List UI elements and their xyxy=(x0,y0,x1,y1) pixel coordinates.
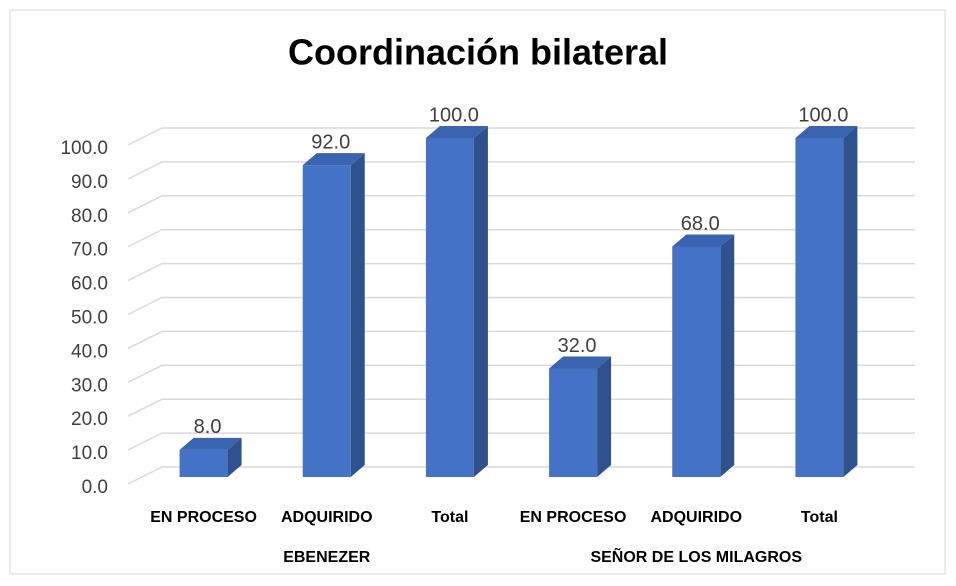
y-tick-label: 20.0 xyxy=(71,409,108,430)
y-tick-label: 50.0 xyxy=(71,308,108,329)
y-tick-label: 60.0 xyxy=(71,274,108,295)
bar-side xyxy=(843,126,858,477)
grid-line xyxy=(127,262,915,282)
value-label: 100.0 xyxy=(798,104,848,126)
y-tick-label: 40.0 xyxy=(71,341,108,362)
bar xyxy=(795,138,844,477)
grid-line xyxy=(127,398,915,417)
bar-side xyxy=(227,437,242,477)
value-label: 68.0 xyxy=(681,213,720,235)
x-tick-label: Total xyxy=(431,509,468,526)
bar xyxy=(549,368,598,477)
grid-line xyxy=(127,364,915,383)
bar-top xyxy=(179,437,242,450)
grid-line xyxy=(127,127,915,146)
bar xyxy=(179,449,228,477)
value-label: 32.0 xyxy=(558,335,597,357)
chart-title: Coordinación bilateral xyxy=(288,32,668,73)
grid-line xyxy=(127,228,915,248)
bar xyxy=(302,165,351,477)
x-tick-label: EN PROCESO xyxy=(150,509,257,526)
x-tick-label: ADQUIRIDO xyxy=(281,509,373,526)
grid-line xyxy=(127,296,915,316)
bar xyxy=(425,138,474,477)
y-tick-label: 10.0 xyxy=(71,443,108,464)
grid-line xyxy=(127,161,915,180)
bar-top xyxy=(425,126,488,138)
y-tick-label: 0.0 xyxy=(82,477,108,498)
y-tick-label: 90.0 xyxy=(71,172,108,193)
grid-line xyxy=(127,330,915,350)
grid-line xyxy=(127,432,915,451)
y-tick-label: 70.0 xyxy=(71,240,108,261)
y-tick-label: 80.0 xyxy=(71,206,108,227)
bar xyxy=(672,246,721,477)
value-label: 100.0 xyxy=(429,104,479,126)
y-tick-label: 100.0 xyxy=(60,138,108,159)
bar-side xyxy=(350,153,365,477)
bar-top xyxy=(549,356,612,369)
bar-top xyxy=(302,153,365,166)
x-tick-label: EN PROCESO xyxy=(520,509,627,526)
value-label: 8.0 xyxy=(194,416,222,438)
bar-side xyxy=(597,356,612,477)
bar-side xyxy=(473,126,488,477)
bar-top xyxy=(672,234,735,247)
bar-top xyxy=(795,126,858,138)
bar-side xyxy=(720,234,735,477)
group-label: SEÑOR DE LOS MILAGROS xyxy=(590,546,802,566)
x-tick-label: Total xyxy=(801,509,838,526)
y-tick-label: 30.0 xyxy=(71,375,108,396)
group-label: EBENEZER xyxy=(283,549,371,566)
x-tick-label: ADQUIRIDO xyxy=(650,509,742,526)
grid-line xyxy=(127,195,915,214)
value-label: 92.0 xyxy=(311,131,350,153)
grid-line xyxy=(127,466,915,485)
